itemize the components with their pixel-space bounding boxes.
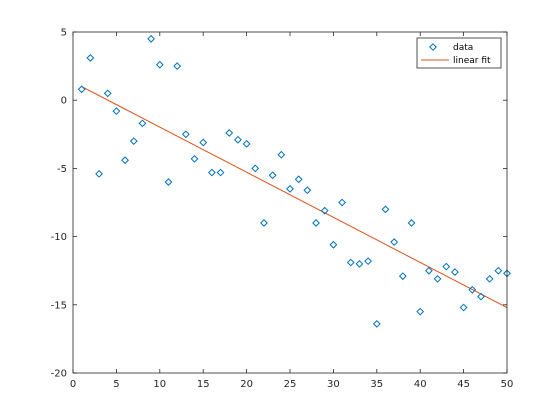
y-tick-label: 5 xyxy=(61,28,67,39)
y-tick-label: -15 xyxy=(51,300,67,311)
x-tick-label: 25 xyxy=(284,379,297,390)
data-point xyxy=(468,285,477,294)
data-point xyxy=(147,34,156,43)
data-point xyxy=(121,156,129,165)
legend-box xyxy=(416,37,502,69)
legend: data linear fit xyxy=(416,37,502,69)
data-point xyxy=(216,168,225,177)
data-point xyxy=(372,319,381,328)
data-marks xyxy=(77,34,511,328)
data-point xyxy=(164,178,173,186)
data-point xyxy=(390,238,399,246)
data-point xyxy=(77,85,86,94)
data-point xyxy=(155,60,164,69)
data-point xyxy=(181,130,190,139)
data-point xyxy=(355,259,364,268)
y-tick-label: -10 xyxy=(51,232,67,243)
data-point xyxy=(268,171,277,180)
data-point xyxy=(251,164,260,173)
data-point xyxy=(260,219,268,227)
legend-label-data: data xyxy=(453,43,473,53)
data-point xyxy=(303,186,312,195)
data-point xyxy=(485,274,494,283)
data-point xyxy=(381,205,390,214)
x-tick-label: 30 xyxy=(327,379,340,390)
x-tick-label: 15 xyxy=(197,379,210,390)
data-point xyxy=(190,154,199,163)
data-point xyxy=(416,307,425,316)
fit-line xyxy=(81,86,508,308)
data-point xyxy=(103,89,112,98)
data-point xyxy=(199,138,208,147)
plot-area xyxy=(73,32,507,373)
data-point xyxy=(338,198,346,207)
legend-label-fit: linear fit xyxy=(453,56,491,66)
y-tick-label: -5 xyxy=(57,164,67,175)
data-point xyxy=(477,292,485,301)
x-tick-label: 35 xyxy=(370,379,383,390)
x-tick-label: 20 xyxy=(240,379,253,390)
data-point xyxy=(312,219,320,227)
data-point xyxy=(225,129,234,137)
data-point xyxy=(407,219,416,227)
data-point xyxy=(234,135,242,144)
data-point xyxy=(442,262,451,271)
data-point xyxy=(138,119,147,128)
data-point xyxy=(242,139,251,148)
data-point xyxy=(451,268,459,276)
x-tick-label: 50 xyxy=(501,379,514,390)
data-point xyxy=(364,257,373,266)
data-point xyxy=(346,258,355,267)
data-point xyxy=(424,266,433,275)
y-tick-label: -20 xyxy=(51,369,67,380)
data-point xyxy=(129,137,138,146)
data-point xyxy=(286,184,294,193)
data-point xyxy=(86,54,95,62)
data-point xyxy=(329,240,338,249)
data-point xyxy=(95,169,103,178)
data-point xyxy=(433,274,442,283)
data-point xyxy=(294,175,303,184)
data-point xyxy=(459,303,468,312)
data-point xyxy=(207,168,216,177)
x-tick-label: 0 xyxy=(70,379,76,390)
x-tick-label: 10 xyxy=(153,379,166,390)
x-tick-label: 5 xyxy=(113,379,119,390)
data-point xyxy=(398,272,407,281)
data-point xyxy=(320,206,329,215)
legend-marker-data xyxy=(429,43,437,51)
data-point xyxy=(112,107,121,116)
data-point xyxy=(173,62,182,71)
data-point xyxy=(277,150,286,159)
data-point xyxy=(494,266,503,275)
x-tick-label: 40 xyxy=(414,379,427,390)
y-tick-label: 0 xyxy=(61,96,67,107)
x-tick-label: 45 xyxy=(457,379,470,390)
